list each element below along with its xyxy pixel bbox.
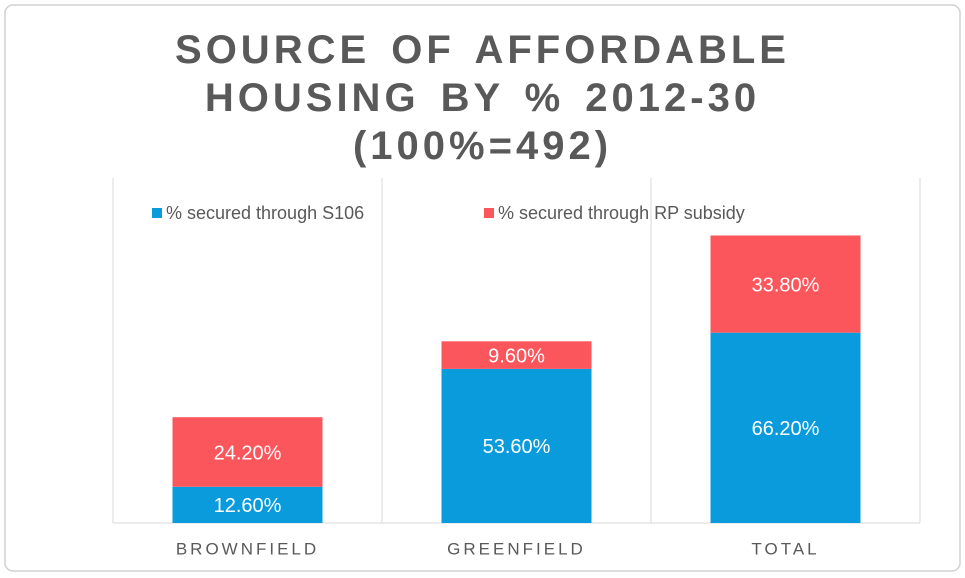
data-label: 53.60% xyxy=(483,436,551,458)
legend-swatch xyxy=(484,208,494,218)
bar-segment xyxy=(710,332,861,523)
legend-label: % secured through S106 xyxy=(166,203,364,223)
chart-title: SOURCE OF AFFORDABLE HOUSING BY % 2012-3… xyxy=(175,28,790,168)
x-tick-label: TOTAL xyxy=(751,539,819,558)
bar-segment xyxy=(172,486,323,523)
data-label: 12.60% xyxy=(214,495,282,517)
chart-border xyxy=(4,4,961,572)
data-label: 9.60% xyxy=(488,345,545,367)
bar-segment xyxy=(441,341,592,369)
x-tick-label: BROWNFIELD xyxy=(176,539,319,558)
data-label: 66.20% xyxy=(752,418,820,440)
legend-label: % secured through RP subsidy xyxy=(498,203,745,223)
bar-segment xyxy=(441,368,592,523)
bar-segment xyxy=(710,235,861,333)
data-label: 33.80% xyxy=(752,274,820,296)
bar-segment xyxy=(172,417,323,487)
legend-swatch xyxy=(152,208,162,218)
data-label: 24.20% xyxy=(214,442,282,464)
x-tick-label: GREENFIELD xyxy=(447,539,586,558)
